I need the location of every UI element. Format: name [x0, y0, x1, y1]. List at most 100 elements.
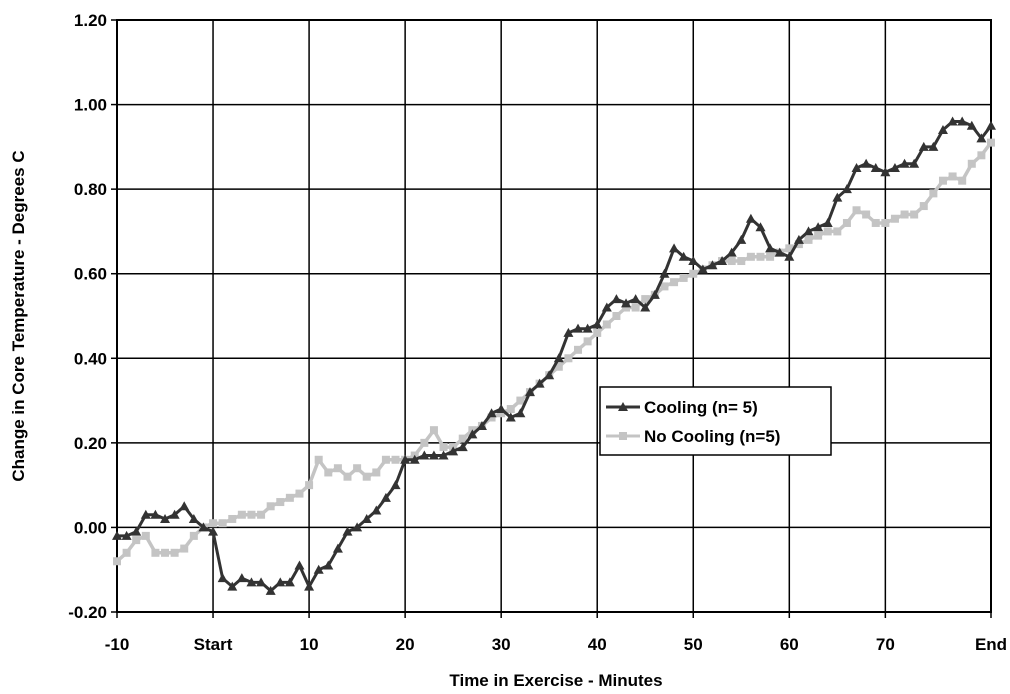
x-tick-label: -10	[105, 635, 130, 654]
data-point	[506, 405, 515, 414]
data-point	[553, 353, 564, 363]
data-point	[265, 585, 276, 595]
data-point	[900, 210, 909, 219]
data-point	[497, 409, 506, 418]
data-point	[593, 328, 602, 337]
data-point	[660, 282, 669, 291]
data-point	[372, 468, 381, 477]
series-line	[117, 120, 993, 593]
data-point	[236, 573, 247, 583]
data-point	[438, 450, 449, 460]
data-point	[428, 450, 439, 460]
data-point	[918, 141, 929, 151]
data-point	[813, 222, 824, 232]
data-point	[919, 202, 928, 211]
data-point	[804, 235, 813, 244]
data-point	[601, 302, 612, 312]
data-point	[736, 234, 747, 244]
data-point	[400, 454, 411, 464]
data-point	[602, 320, 611, 329]
data-point	[150, 509, 161, 519]
data-point	[573, 323, 584, 333]
plot-frame	[116, 19, 992, 613]
data-point	[851, 163, 862, 172]
data-point	[649, 289, 660, 299]
data-point	[228, 514, 237, 523]
legend-box	[599, 386, 832, 456]
series-layer	[112, 116, 996, 595]
data-point	[113, 557, 121, 566]
data-point	[189, 531, 198, 540]
y-tick-label: 0.00	[74, 518, 107, 537]
data-point	[141, 531, 150, 540]
data-point	[457, 442, 468, 452]
data-point	[948, 172, 957, 181]
data-point	[592, 319, 603, 329]
data-point	[534, 378, 545, 388]
data-point	[928, 141, 939, 151]
data-point	[688, 256, 699, 266]
data-point	[516, 396, 525, 405]
data-point	[419, 450, 430, 460]
x-tick-label: Start	[194, 635, 233, 654]
data-point	[832, 192, 843, 202]
data-point	[899, 158, 910, 168]
x-tick-label: 40	[588, 635, 607, 654]
data-point	[476, 420, 487, 430]
data-point	[794, 240, 803, 249]
x-axis: -10 Start 10 20 30 40 50 60 70 End	[105, 612, 1007, 654]
data-point	[766, 252, 775, 261]
data-point	[284, 577, 295, 587]
data-point	[122, 548, 131, 557]
data-point	[784, 251, 795, 261]
data-point	[160, 513, 171, 523]
data-point	[774, 247, 785, 257]
data-point	[890, 214, 899, 223]
y-axis: -0.20 0.00 0.20 0.40 0.60 0.80 1.00 1.20	[68, 11, 117, 622]
x-tick-label: 30	[492, 635, 511, 654]
x-tick-label: 60	[780, 635, 799, 654]
data-point	[275, 577, 286, 587]
legend-label: No Cooling (n=5)	[644, 427, 780, 446]
data-point	[679, 273, 688, 282]
data-point	[987, 138, 995, 147]
data-point	[976, 133, 987, 143]
data-point	[169, 509, 180, 519]
data-point	[343, 472, 352, 481]
y-axis-title: Change in Core Temperature - Degrees C	[9, 150, 28, 481]
data-point	[861, 158, 872, 168]
x-tick-label: End	[975, 635, 1007, 654]
data-point	[630, 294, 641, 304]
data-point	[276, 498, 285, 507]
data-point	[563, 327, 574, 337]
data-point	[745, 213, 756, 223]
data-point	[678, 251, 689, 261]
data-point	[862, 210, 871, 219]
data-point	[304, 581, 315, 591]
data-point	[756, 252, 765, 261]
data-point	[487, 413, 496, 422]
data-point	[583, 337, 592, 346]
data-point	[208, 526, 219, 536]
data-point	[822, 217, 833, 227]
data-point	[727, 257, 736, 266]
data-point	[332, 543, 343, 553]
data-point	[256, 577, 267, 587]
data-point	[161, 548, 170, 557]
data-point	[121, 530, 132, 540]
series-no-cooling	[113, 138, 995, 566]
data-point	[515, 408, 526, 418]
data-point	[814, 231, 823, 240]
data-point	[140, 509, 151, 519]
data-point	[852, 206, 861, 215]
data-point	[871, 218, 880, 227]
data-point	[266, 502, 275, 511]
data-point	[179, 501, 190, 511]
data-point	[313, 564, 324, 574]
data-point	[112, 530, 122, 540]
data-point	[659, 268, 670, 278]
data-point	[439, 443, 448, 452]
data-point	[958, 176, 967, 185]
data-point	[641, 295, 650, 304]
